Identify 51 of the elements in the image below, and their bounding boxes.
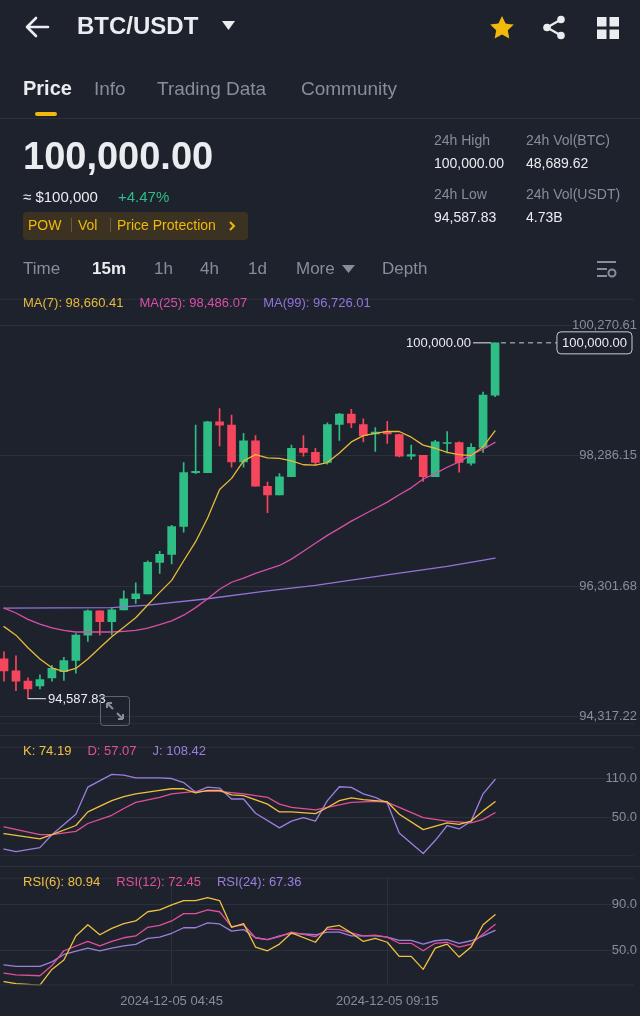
text: BTC/USDT	[77, 11, 199, 39]
text: Vol	[71, 217, 98, 234]
text: 1d	[248, 258, 267, 278]
text: 24h High	[434, 132, 491, 149]
annotation: 94,587.83	[47, 691, 106, 707]
candlestick	[131, 582, 141, 604]
text: 1h	[154, 258, 173, 278]
text: 48,689.62	[526, 155, 589, 172]
text: 4h	[200, 258, 219, 278]
text: MA(99): 96,726.01	[263, 295, 371, 310]
text: MA(25): 98,486.07	[139, 295, 248, 310]
candlestick	[406, 444, 416, 460]
text: RSI(24): 67.36	[216, 874, 302, 889]
text: 15m	[92, 258, 127, 278]
text: Info	[94, 77, 126, 99]
text: 24h Vol(USDT)	[526, 186, 621, 203]
ref-line-label: 100,000.00	[561, 335, 628, 351]
text: Price	[23, 77, 72, 99]
y-tick-label: 110.0	[605, 770, 637, 786]
y-tick-label: 50.0	[611, 808, 637, 824]
text: Trading Data	[157, 77, 267, 99]
y-tick-label: 90.0	[611, 895, 637, 911]
y-tick-label: 98,286.15	[579, 447, 637, 463]
text: 4.73B	[526, 209, 563, 226]
text: Depth	[382, 258, 428, 278]
text: 94,587.83	[434, 209, 497, 226]
text: Price Protection	[110, 217, 216, 234]
candlestick	[442, 431, 452, 454]
x-tick-label: 2024-12-05 04:45	[120, 992, 223, 1008]
text: Community	[301, 77, 398, 99]
text: Time	[23, 258, 61, 278]
y-tick-label: 96,301.68	[579, 577, 637, 593]
series-label: J: 108.42	[152, 743, 207, 758]
text: RSI(6): 80.94	[23, 874, 101, 889]
text: 24h Low	[434, 186, 487, 203]
text: POW	[28, 217, 62, 234]
text: +4.47%	[118, 187, 170, 205]
text: K: 74.19	[23, 743, 72, 758]
series-label: RSI(12): 72.45	[116, 874, 201, 889]
text: 100,000.00	[23, 135, 214, 178]
text: D: 57.07	[87, 743, 137, 758]
text: ≈ $100,000	[23, 187, 98, 205]
text: 100,000.00	[434, 155, 505, 172]
annotation: 100,000.00	[405, 335, 472, 351]
y-tick-label: 50.0	[611, 941, 637, 957]
text: 24h Vol(BTC)	[526, 132, 611, 149]
text: MA(7): 98,660.41	[23, 295, 124, 310]
x-tick-label: 2024-12-05 09:15	[335, 992, 439, 1008]
y-tick-label: 100,270.61	[571, 316, 637, 332]
y-tick-label: 94,317.22	[579, 708, 637, 724]
text: More	[296, 258, 335, 278]
